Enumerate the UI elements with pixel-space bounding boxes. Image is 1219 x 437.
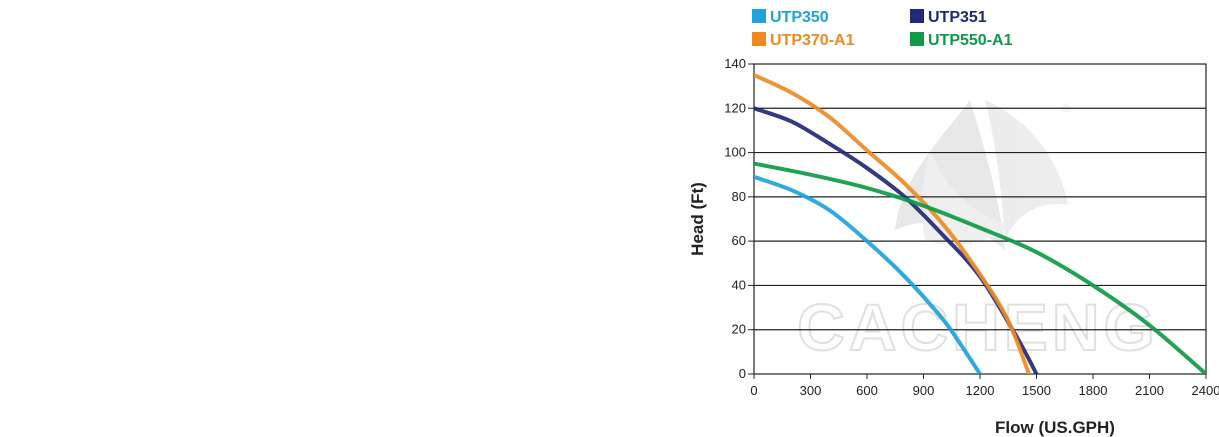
legend: UTP350 UTP351 UTP370-A1 UTP550-A1	[752, 9, 1013, 49]
x-tick-label: 1500	[1022, 383, 1051, 398]
series-lines	[754, 73, 1206, 374]
grid-lines	[754, 107, 1206, 331]
legend-swatch	[752, 9, 766, 23]
series-line-utp370-a1	[754, 73, 1031, 374]
y-tick-label: 80	[732, 189, 746, 204]
x-tick-label: 600	[856, 383, 878, 398]
series-line-utp350	[754, 174, 982, 374]
series-line-utp550-a1	[754, 161, 1206, 374]
y-axis-ticks: 0 20 40 60 80 100 120 140	[724, 56, 754, 381]
legend-swatch	[910, 32, 924, 46]
x-tick-label: 0	[750, 383, 757, 398]
legend-label: UTP350	[770, 9, 829, 26]
y-tick-label: 40	[732, 277, 746, 292]
x-axis-title: Flow (US.GPH)	[995, 418, 1115, 437]
x-tick-label: 300	[800, 383, 822, 398]
x-tick-label: 1800	[1079, 383, 1108, 398]
y-tick-label: 60	[732, 233, 746, 248]
y-tick-label: 140	[724, 56, 746, 71]
legend-item: UTP350	[752, 9, 829, 26]
y-tick-label: 0	[739, 366, 746, 381]
legend-item: UTP370-A1	[752, 32, 855, 49]
legend-item: UTP351	[910, 9, 987, 26]
legend-swatch	[910, 9, 924, 23]
legend-swatch	[752, 32, 766, 46]
x-tick-label: 900	[913, 383, 935, 398]
legend-label: UTP351	[928, 9, 987, 26]
y-tick-label: 120	[724, 100, 746, 115]
legend-label: UTP550-A1	[928, 32, 1013, 49]
y-tick-label: 100	[724, 145, 746, 160]
x-tick-label: 2400	[1192, 383, 1219, 398]
y-axis-title: Head (Ft)	[688, 182, 707, 256]
x-axis-ticks: 0 300 600 900 1200 1500 1800 2100 2400	[750, 374, 1219, 398]
watermark-text: CACHENG	[797, 290, 1159, 364]
legend-item: UTP550-A1	[910, 32, 1013, 49]
x-tick-label: 2100	[1135, 383, 1164, 398]
legend-label: UTP370-A1	[770, 32, 855, 49]
y-tick-label: 20	[732, 322, 746, 337]
x-tick-label: 1200	[966, 383, 995, 398]
